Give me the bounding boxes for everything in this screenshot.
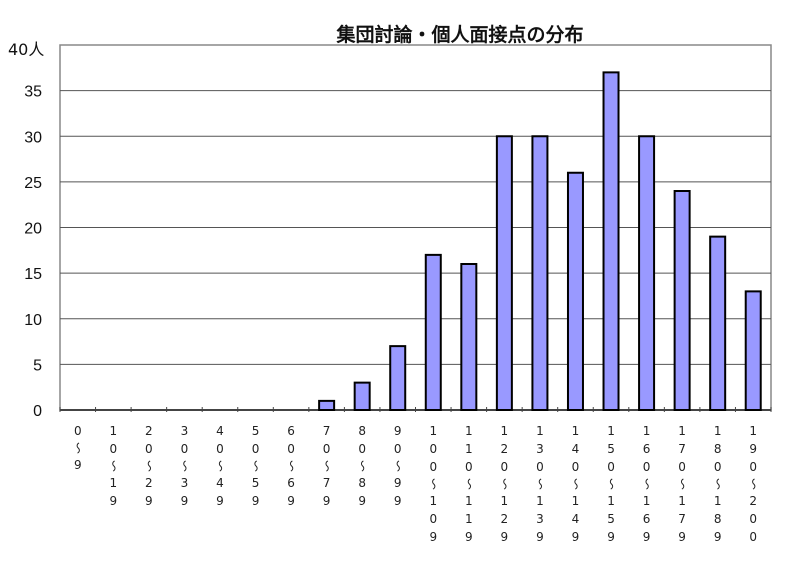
x-tick-label: 140〜149 [568,424,583,548]
bar [673,190,691,411]
x-tick-label: 120〜129 [497,424,512,548]
x-tick-label: 80〜89 [355,424,370,512]
y-tick-label: 10 [24,312,42,329]
x-tick-label: 170〜179 [675,424,690,548]
x-tick-label: 110〜119 [461,424,476,548]
bar [353,381,371,411]
bar [638,135,656,411]
y-tick-label: 25 [24,175,42,192]
x-tick-label: 50〜59 [248,424,263,512]
y-tick-label: 15 [24,266,42,283]
x-tick-label: 100〜109 [426,424,441,548]
bar [495,135,513,411]
y-axis-unit: 40人 [8,36,44,60]
bar [460,263,478,411]
bar [389,345,407,411]
x-tick-label: 0〜9 [70,424,85,476]
y-tick-label: 35 [24,84,42,101]
x-tick-label: 150〜159 [604,424,619,548]
x-tick-label: 190〜200 [746,424,761,548]
x-tick-label: 60〜69 [284,424,299,512]
y-unit-label: 人 [28,40,45,59]
x-tick-label: 130〜139 [532,424,547,548]
bar [602,71,620,411]
x-tick-label: 160〜169 [639,424,654,548]
y-tick-label: 20 [24,221,42,238]
chart-title: 集団討論・個人面接点の分布 [336,24,584,46]
x-tick-label: 10〜19 [106,424,121,512]
x-tick-label: 90〜99 [390,424,405,512]
bar [744,290,762,411]
bar [709,235,727,411]
y-tick-label: 0 [33,403,42,420]
x-tick-label: 20〜29 [141,424,156,512]
y-tick-label: 5 [33,357,42,374]
x-tick-label: 180〜189 [710,424,725,548]
x-tick-label: 30〜39 [177,424,192,512]
bar [318,399,336,411]
x-tick-label: 70〜79 [319,424,334,512]
bar [531,135,549,411]
bar [424,253,442,411]
bar [566,171,584,411]
y-tick-label: 30 [24,129,42,146]
y-tick-top: 40 [8,40,29,59]
x-tick-label: 40〜49 [212,424,227,512]
